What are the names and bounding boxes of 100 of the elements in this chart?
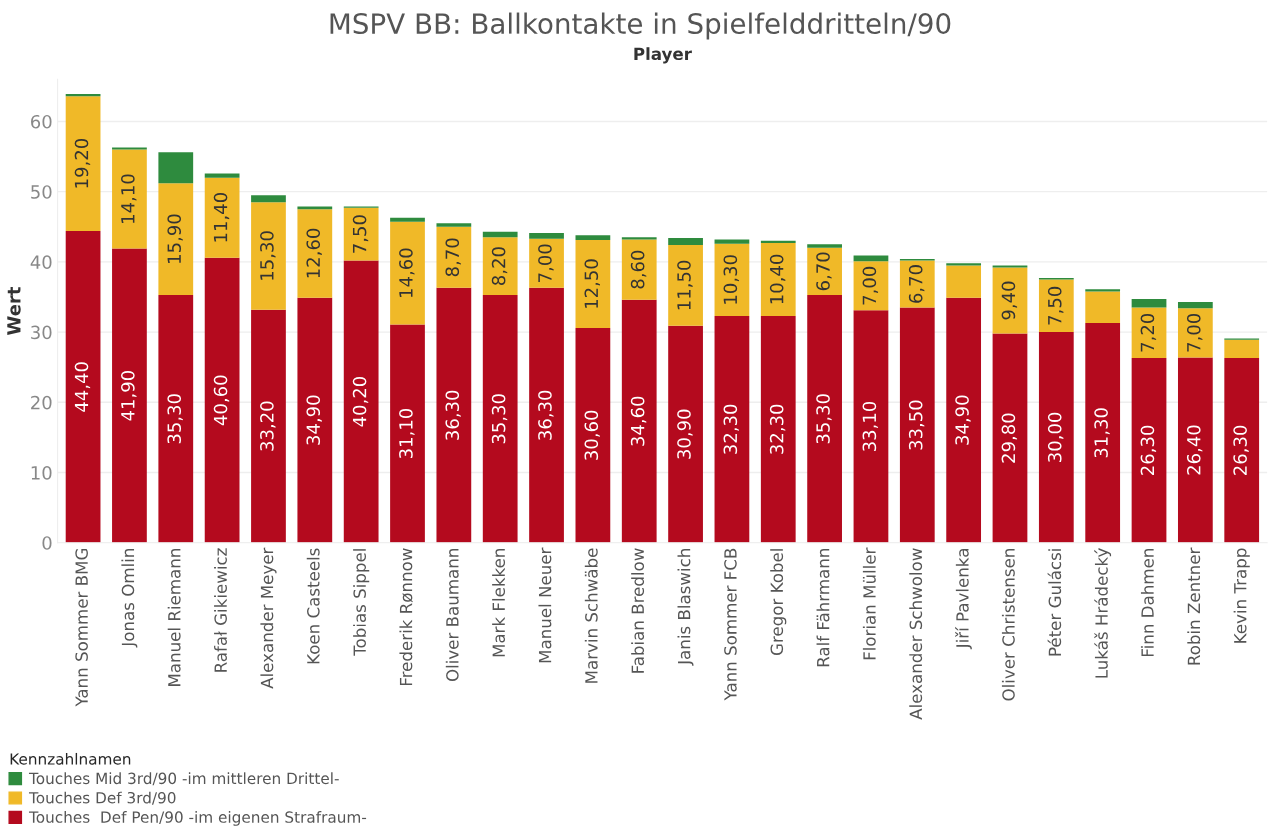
- data-label: 35,30: [816, 394, 832, 444]
- data-label: 32,30: [769, 404, 786, 454]
- bar: [158, 152, 194, 184]
- bar: [390, 221, 425, 325]
- data-label: 10,40: [769, 254, 786, 304]
- bar: [204, 257, 240, 543]
- data-label: 7,00: [538, 244, 554, 282]
- data-label: 7,20: [1140, 313, 1157, 352]
- bar: [668, 245, 703, 326]
- bar: [1085, 291, 1121, 323]
- data-label: 14,60: [399, 248, 415, 297]
- y-tick-label: 60: [31, 114, 52, 129]
- bar: [575, 327, 611, 543]
- bar: [621, 299, 657, 543]
- x-tick-label: Manuel Neuer: [538, 547, 552, 663]
- data-label: 9,40: [1001, 281, 1018, 320]
- bar: [853, 261, 889, 311]
- x-tick-label: Marvin Schwäbe: [584, 548, 598, 683]
- x-tick-label: Robin Zentner: [1187, 547, 1201, 665]
- bar: [1224, 358, 1260, 543]
- bar: [668, 325, 703, 543]
- y-tick-label: 10: [31, 465, 52, 480]
- bar: [65, 230, 101, 543]
- bar: [621, 237, 657, 240]
- bar: [668, 238, 703, 246]
- bar: [714, 315, 750, 543]
- x-tick-label: Jiří Pavlenka: [955, 549, 972, 650]
- data-label: 40,60: [213, 375, 230, 426]
- data-label: 30,00: [1047, 412, 1064, 462]
- bar: [251, 202, 286, 310]
- data-label: 32,30: [723, 404, 739, 454]
- x-tick-label: Péter Gulácsi: [1047, 549, 1062, 656]
- x-tick-label: Oliver Baumann: [445, 549, 459, 682]
- bar: [1131, 358, 1167, 543]
- x-tick-label: Fabian Bredlow: [631, 548, 645, 673]
- x-tick-label: Alexander Schwolow: [909, 548, 923, 720]
- bar: [760, 240, 796, 243]
- bar: [992, 265, 1028, 268]
- bar: [436, 223, 472, 227]
- data-label: 11,40: [213, 193, 230, 242]
- bar: [807, 247, 842, 295]
- bar: [807, 294, 842, 543]
- x-tick-label: Tobias Sippel: [353, 549, 370, 656]
- chart-title: MSPV BB: Ballkontakte in Spielfelddritteln/90: [330, 12, 951, 40]
- bar: [621, 239, 657, 300]
- data-label: 34,60: [630, 396, 647, 446]
- bar: [1085, 289, 1121, 292]
- bar: [204, 173, 240, 178]
- bar: [436, 287, 472, 543]
- bar: [482, 294, 518, 543]
- data-label: 12,60: [306, 228, 322, 278]
- bar: [1085, 322, 1121, 543]
- bar: [899, 307, 935, 543]
- data-label: 33,10: [862, 401, 879, 452]
- x-tick-label: Oliver Christensen: [1001, 549, 1015, 701]
- data-label: 35,30: [491, 394, 508, 444]
- bar: [946, 265, 982, 298]
- bar: [112, 248, 147, 543]
- bar: [112, 147, 147, 150]
- y-tick-label: 40: [30, 255, 52, 269]
- bar: [529, 238, 564, 288]
- bar: [807, 244, 842, 248]
- bar: [65, 96, 101, 231]
- bar: [1131, 299, 1167, 308]
- data-label: 6,70: [816, 252, 832, 291]
- y-tick-label: 50: [31, 185, 52, 199]
- bar: [112, 149, 147, 249]
- bar: [204, 177, 240, 258]
- x-tick-label: Lukáš Hrádecký: [1094, 548, 1112, 678]
- data-label: 7,50: [352, 215, 369, 253]
- data-label: 6,70: [908, 265, 925, 303]
- data-label: 41,90: [121, 371, 137, 421]
- y-tick-label: 30: [31, 325, 52, 340]
- bar: [390, 324, 425, 543]
- bar: [343, 260, 379, 543]
- x-tick-label: Florian Müller: [862, 547, 876, 660]
- data-label: 10,30: [723, 255, 739, 304]
- bar: [575, 235, 611, 241]
- data-label: 26,40: [1186, 425, 1203, 475]
- x-tick-label: Yann Sommer FCB: [724, 548, 737, 701]
- data-label: 19,20: [74, 138, 91, 188]
- data-label: 8,20: [491, 247, 508, 285]
- bar: [760, 315, 796, 543]
- data-label: 7,00: [862, 266, 879, 305]
- data-label: 33,50: [908, 400, 925, 450]
- bar: [482, 231, 518, 238]
- data-label: 11,50: [677, 260, 693, 310]
- data-label: 15,90: [167, 214, 183, 263]
- bar: [1224, 339, 1260, 359]
- bar: [158, 294, 194, 543]
- data-label: 44,40: [74, 362, 91, 412]
- bar: [251, 195, 286, 203]
- data-label: 40,20: [352, 376, 369, 427]
- data-label: 14,10: [121, 174, 137, 223]
- y-tick-label: 20: [31, 395, 52, 410]
- x-tick-label: Koen Casteels: [306, 548, 320, 664]
- bar: [482, 237, 518, 295]
- data-label: 15,30: [260, 231, 276, 280]
- bar: [297, 206, 333, 210]
- bar: [343, 207, 379, 261]
